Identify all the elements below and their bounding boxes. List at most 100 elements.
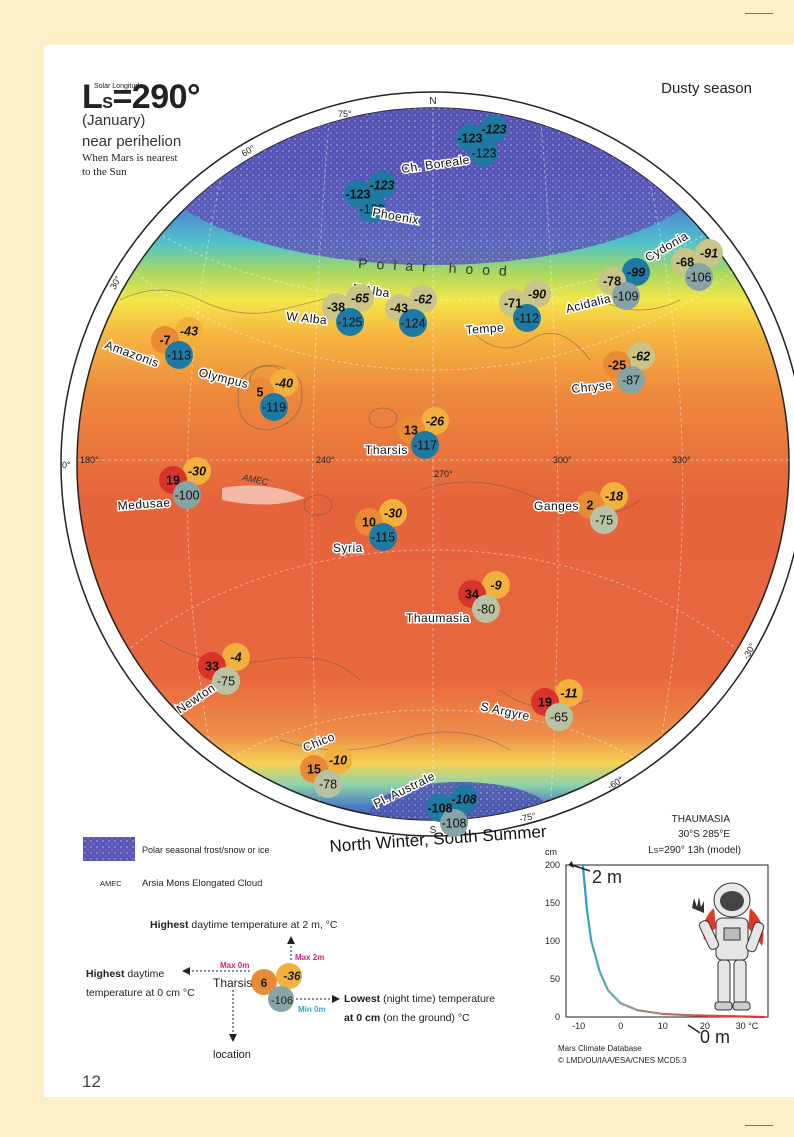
marker-max2m-circle [482, 571, 510, 599]
marker-max0m-value: 19 [538, 696, 552, 710]
key-bottom-text: location [213, 1049, 251, 1061]
marker-max2m-circle [409, 285, 437, 313]
marker-max0m-value: -71 [504, 297, 522, 311]
marker-max2m-value: -18 [605, 490, 623, 504]
marker-max2m-value: -9 [490, 579, 501, 593]
marker-min0m-value: -87 [622, 374, 640, 388]
marker-max2m-circle [324, 746, 352, 774]
marker-max2m-circle [600, 482, 628, 510]
marker-max2m-value: -123 [481, 123, 506, 137]
bottom-right-rule [745, 1125, 773, 1126]
marker-max2m-circle [346, 284, 374, 312]
lon-300-label: 300° [553, 455, 572, 465]
profile-x-tick: 20 [700, 1021, 710, 1031]
profile-y-tick: 150 [545, 898, 560, 908]
profile-line-segment [590, 939, 601, 973]
profile-title-2: 30°S 285°E [678, 829, 730, 840]
marker-max2m-value: -10 [329, 754, 347, 768]
marker-location-name: Syria [333, 541, 363, 555]
marker-max0m-value: 19 [166, 474, 180, 488]
lon-180-label: 180° [80, 455, 99, 465]
marker-max2m-value: -91 [700, 247, 718, 261]
marker-min0m-circle [411, 431, 439, 459]
profile-0m-arrow [687, 1024, 701, 1034]
south-label: S [430, 825, 437, 836]
marker-min0m-circle [440, 809, 468, 837]
marker-min0m-circle [212, 667, 240, 695]
marker-location-name: Ganges [534, 499, 579, 513]
key-left-text-2: temperature at 0 cm °C [86, 987, 195, 999]
key-right-arrowhead [332, 995, 340, 1003]
marker-max2m-circle [379, 499, 407, 527]
marker-min0m-value: -75 [595, 514, 613, 528]
location-tharsis: -26 13-117 Tharsis [364, 407, 449, 459]
marker-location-name: Tharsis [365, 443, 408, 457]
perihelion-note-1: When Mars is nearest [82, 152, 178, 164]
marker-min0m-value: -65 [550, 711, 568, 725]
marker-max2m-value: -123 [369, 179, 394, 193]
marker-max2m-value: -26 [426, 415, 445, 429]
marker-min0m-value: -75 [217, 675, 235, 689]
marker-max2m-value: -108 [451, 793, 476, 807]
marker-max2m-circle [368, 171, 396, 199]
top-right-rule [745, 13, 773, 14]
marker-min0m-value: -124 [400, 317, 425, 331]
profile-line-segment [585, 909, 593, 943]
amec-legend-text: Arsia Mons Elongated Cloud [142, 878, 262, 889]
marker-max0m-value: 33 [205, 660, 219, 674]
marker-max0m-value: -68 [676, 256, 694, 270]
marker-max0m-value: -43 [390, 302, 408, 316]
profile-y-tick: 100 [545, 936, 560, 946]
marker-max2m-value: -43 [180, 325, 198, 339]
key-location-name: Tharsis [213, 976, 252, 990]
profile-line-segment [619, 1002, 639, 1012]
profile-source-1: Mars Climate Database [558, 1044, 642, 1053]
profile-y-unit: cm [545, 847, 557, 857]
key-min0m-circle [268, 986, 294, 1012]
lon-270-label: 270° [434, 469, 453, 479]
lat-75n-label: 75° [338, 109, 352, 119]
marker-min0m-value: -112 [515, 312, 539, 326]
marker-min0m-circle [358, 195, 386, 223]
marker-max0m-value: 34 [465, 588, 479, 602]
lon-240-label: 240° [316, 455, 335, 465]
marker-min0m-value: -115 [371, 531, 395, 545]
marker-min0m-value: -117 [413, 439, 437, 453]
profile-plot-frame [565, 864, 769, 1018]
season-label: Dusty season [661, 80, 752, 97]
profile-x-tick: 10 [658, 1021, 668, 1031]
profile-line-segment [636, 1009, 664, 1016]
profile-x-tick: -10 [572, 1021, 585, 1031]
profile-2m-arrowhead [568, 861, 574, 868]
key-max2m-circle [276, 963, 302, 989]
marker-max0m-value: -25 [608, 359, 626, 373]
marker-min0m-circle [685, 263, 713, 291]
marker-location-name: Chryse [571, 378, 613, 396]
lon-330-label: 330° [672, 455, 691, 465]
key-left-text-1: Highest daytime [86, 968, 164, 980]
marker-max2m-value: -65 [351, 292, 370, 306]
marker-max2m-circle [622, 258, 650, 286]
marker-min0m-value: -100 [174, 489, 199, 503]
marker-max0m-value: 10 [362, 516, 376, 530]
location-thaumasia: -9 34-80 Thaumasia [405, 571, 510, 627]
marker-min0m-circle [545, 703, 573, 731]
marker-max2m-value: -4 [230, 651, 241, 665]
marker-max0m-value: 13 [404, 424, 418, 438]
frost-swatch-dots [83, 837, 135, 861]
marker-max2m-circle [183, 457, 211, 485]
amec-abbr: AMEC [100, 879, 122, 888]
key-max0m-value: 6 [261, 976, 268, 990]
marker-min0m-circle [173, 481, 201, 509]
key-max0m-circle [251, 969, 277, 995]
marker-max0m-value: 5 [257, 386, 264, 400]
marker-max0m-value: -78 [603, 275, 621, 289]
thaumasia-profile-chart: THAUMASIA 30°S 285°E LS=290° 13h (model)… [545, 814, 769, 1065]
key-left-arrowhead [182, 967, 190, 975]
ls-value-heading: LS=290° [82, 78, 201, 116]
marker-max0m-value: -38 [327, 301, 345, 315]
location-syria: -30 10-115 Syria [332, 499, 407, 557]
marker-max2m-circle [555, 679, 583, 707]
